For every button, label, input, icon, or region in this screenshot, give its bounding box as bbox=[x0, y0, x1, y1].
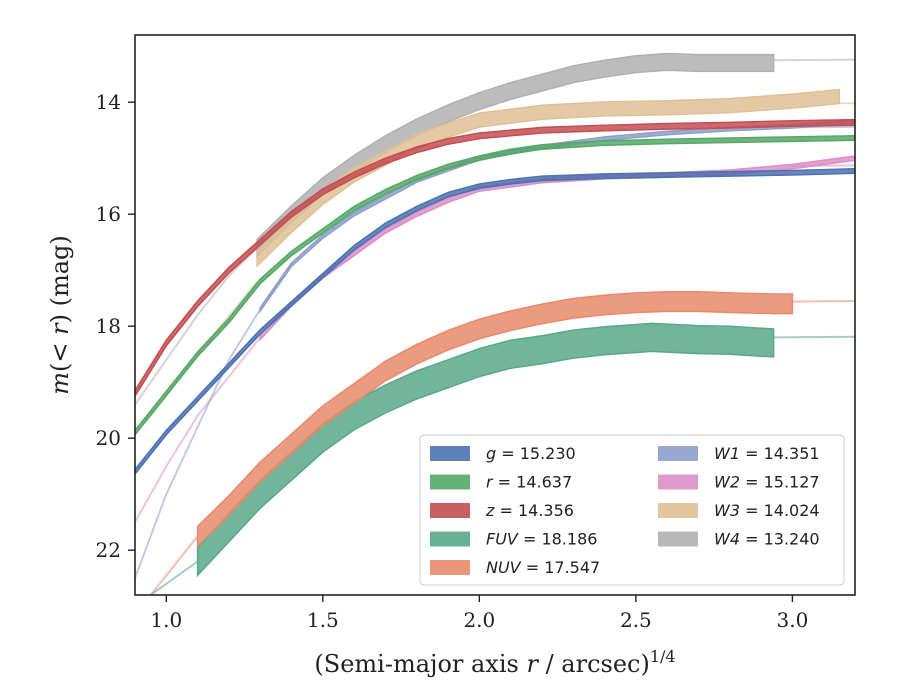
series-w4-extrapolation bbox=[135, 247, 258, 406]
series-nuv-extrapolation bbox=[149, 535, 199, 595]
legend-entry-w3: W3 = 14.024 bbox=[658, 501, 820, 520]
series-fuv bbox=[150, 322, 855, 595]
series-z bbox=[135, 118, 855, 398]
legend-swatch bbox=[658, 446, 698, 461]
x-tick-label: 2.5 bbox=[620, 608, 652, 632]
series-g bbox=[135, 168, 855, 476]
legend-entry-r: r = 14.637 bbox=[430, 473, 572, 492]
legend-label: g = 15.230 bbox=[486, 444, 576, 463]
series-w3-band bbox=[256, 88, 841, 268]
series-nuv-band bbox=[196, 291, 794, 548]
series-w2-band bbox=[259, 155, 855, 342]
legend-entry-w2: W2 = 15.127 bbox=[658, 473, 820, 492]
legend-label: W2 = 15.127 bbox=[714, 473, 820, 492]
legend-label: r = 14.637 bbox=[486, 473, 572, 492]
legend-swatch bbox=[430, 531, 470, 547]
x-tick-label: 3.0 bbox=[776, 608, 808, 632]
legend-swatch bbox=[430, 503, 470, 518]
series-layer bbox=[135, 52, 855, 595]
series-w2-extrapolation bbox=[135, 336, 261, 523]
legend-box bbox=[419, 434, 845, 586]
legend-swatch bbox=[658, 474, 698, 490]
legend-label: FUV = 18.186 bbox=[486, 530, 597, 549]
series-r bbox=[135, 135, 855, 437]
series-fuv-extrapolation bbox=[150, 560, 199, 595]
ticks-layer: 1.0 1.5 2.0 2.5 3.0 14 16 18 20 22 bbox=[96, 90, 809, 632]
series-g-band bbox=[135, 168, 855, 476]
x-axis-label: (Semi-major axis r / arcsec)1/4 bbox=[314, 647, 675, 678]
legend-entry-z: z = 14.356 bbox=[430, 501, 574, 520]
series-w4-asymptote bbox=[773, 58, 855, 62]
legend: g = 15.230 r = 14.637 z = 14.356 FUV = 18.1… bbox=[419, 434, 845, 586]
series-nuv bbox=[149, 291, 855, 595]
legend-label: z = 14.356 bbox=[485, 501, 574, 520]
series-nuv-asymptote bbox=[792, 300, 855, 303]
legend-entry-w1: W1 = 14.351 bbox=[658, 444, 820, 463]
y-tick-label: 16 bbox=[96, 202, 121, 226]
legend-swatch bbox=[430, 446, 470, 461]
legend-label: W1 = 14.351 bbox=[714, 444, 820, 463]
legend-entry-g: g = 15.230 bbox=[430, 444, 576, 463]
legend-label: NUV = 17.547 bbox=[486, 558, 600, 577]
y-tick-label: 20 bbox=[96, 426, 121, 450]
x-tick-label: 2.0 bbox=[463, 608, 495, 632]
series-fuv-asymptote bbox=[773, 335, 855, 339]
x-tick-label: 1.5 bbox=[307, 608, 339, 632]
y-tick-label: 14 bbox=[96, 90, 121, 114]
legend-entry-nuv: NUV = 17.547 bbox=[430, 558, 600, 577]
series-z-band bbox=[135, 118, 855, 398]
legend-swatch bbox=[430, 474, 470, 490]
series-w1-extrapolation bbox=[135, 308, 262, 579]
legend-entry-w4: W4 = 13.240 bbox=[658, 530, 820, 549]
y-tick-label: 18 bbox=[96, 314, 121, 338]
legend-label: W3 = 14.024 bbox=[714, 501, 820, 520]
legend-entry-fuv: FUV = 18.186 bbox=[430, 530, 597, 549]
y-axis-label: m(< r) (mag) bbox=[46, 235, 74, 395]
legend-swatch bbox=[430, 560, 470, 575]
y-tick-label: 22 bbox=[96, 538, 121, 562]
plot-frame bbox=[134, 34, 856, 596]
legend-swatch bbox=[658, 503, 698, 518]
x-tick-label: 1.0 bbox=[150, 608, 182, 632]
legend-label: W4 = 13.240 bbox=[714, 530, 820, 549]
series-w2 bbox=[135, 155, 855, 523]
series-fuv-band bbox=[196, 322, 775, 578]
legend-swatch bbox=[658, 531, 698, 547]
series-r-band bbox=[135, 135, 855, 437]
